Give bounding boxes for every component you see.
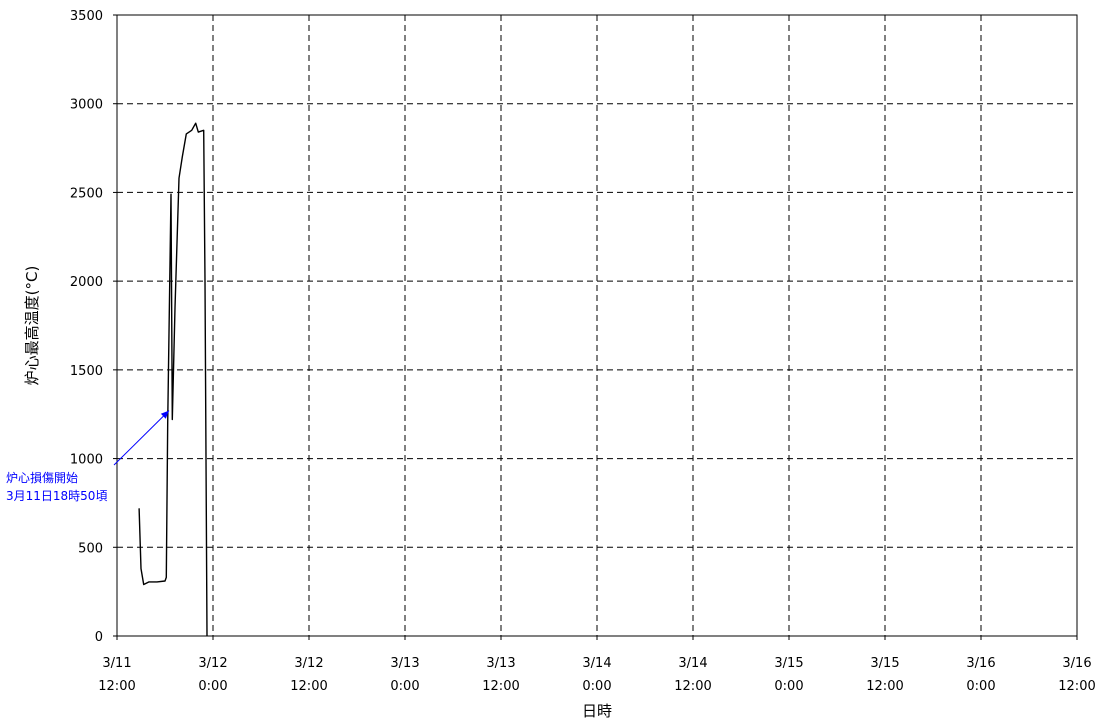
- x-tick-label-time: 12:00: [866, 679, 903, 694]
- x-tick-label-date: 3/15: [870, 656, 899, 671]
- x-tick-label-time: 12:00: [1058, 679, 1095, 694]
- grid-lines: [117, 15, 1077, 636]
- x-tick-label-time: 12:00: [98, 679, 135, 694]
- y-tick-label: 3000: [70, 98, 103, 113]
- x-tick-label-date: 3/14: [678, 656, 707, 671]
- x-tick-label-date: 3/13: [486, 656, 515, 671]
- series-layer: [138, 122, 208, 637]
- x-tick-label-date: 3/14: [582, 656, 611, 671]
- x-tick-label-time: 0:00: [198, 679, 227, 694]
- x-tick-label-time: 0:00: [582, 679, 611, 694]
- annotation-arrow: [113, 410, 170, 466]
- annotation-arrowhead: [160, 410, 169, 419]
- x-tick-label-date: 3/12: [198, 656, 227, 671]
- x-tick-label-date: 3/12: [294, 656, 323, 671]
- x-axis-title: 日時: [582, 702, 612, 720]
- x-tick-label-date: 3/13: [390, 656, 419, 671]
- x-tick-label-date: 3/15: [774, 656, 803, 671]
- y-tick-label: 2000: [70, 275, 103, 290]
- y-axis-title: 炉心最高温度(°C): [23, 266, 41, 386]
- y-tick-labels: 0 500 1000 1500 2000 2500 3000 3500: [70, 9, 117, 645]
- x-tick-labels: 3/11 12:00 3/12 0:00 3/12 12:00 3/13 0:00 3/13 12…: [98, 636, 1096, 694]
- x-tick-label-time: 12:00: [482, 679, 519, 694]
- y-tick-label: 1500: [70, 364, 103, 379]
- annotation-label-line1: 炉心損傷開始: [6, 470, 78, 485]
- x-tick-label-date: 3/16: [1062, 656, 1091, 671]
- y-tick-label: 500: [78, 541, 103, 556]
- x-tick-label-time: 0:00: [966, 679, 995, 694]
- series-line: [138, 122, 208, 637]
- annotation-label-line2: 3月11日18時50頃: [6, 489, 107, 503]
- y-tick-label: 3500: [70, 9, 103, 24]
- x-tick-label-time: 0:00: [390, 679, 419, 694]
- y-tick-label: 0: [95, 630, 103, 645]
- x-tick-label-date: 3/11: [102, 656, 131, 671]
- x-tick-label-date: 3/16: [966, 656, 995, 671]
- x-tick-label-time: 12:00: [674, 679, 711, 694]
- y-tick-label: 2500: [70, 186, 103, 201]
- x-tick-label-time: 12:00: [290, 679, 327, 694]
- x-tick-label-time: 0:00: [774, 679, 803, 694]
- y-tick-label: 1000: [70, 453, 103, 468]
